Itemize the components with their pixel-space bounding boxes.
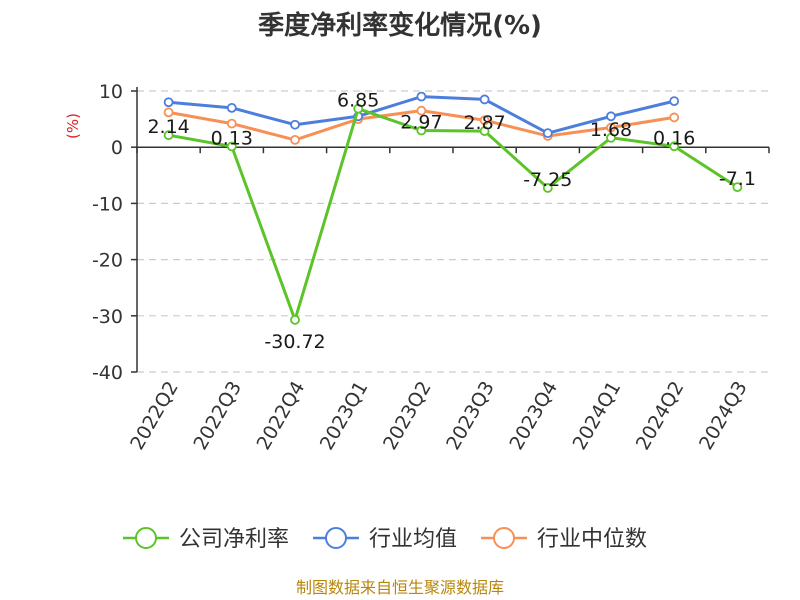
y-tick-label: -10: [92, 193, 123, 215]
x-tick-label: 2022Q3: [189, 378, 246, 454]
data-point-company: [669, 141, 680, 152]
x-tick-label: 2023Q3: [442, 377, 499, 453]
legend-marker: [493, 527, 515, 549]
legend-label: 行业均值: [369, 527, 457, 552]
data-point-industry_median: [226, 118, 237, 129]
legend-label: 公司净利率: [179, 527, 289, 552]
data-point-company: [226, 141, 237, 152]
series-line-company: [168, 107, 739, 322]
x-tick-label: 2024Q2: [632, 378, 689, 454]
data-point-company: [353, 103, 364, 114]
y-tick-label: -40: [92, 362, 123, 384]
x-tick-label: 2023Q1: [316, 378, 373, 454]
data-point-industry_median: [416, 105, 427, 116]
data-point-industry_median: [163, 107, 174, 118]
grid-lines: [131, 90, 769, 373]
data-point-industry_median: [669, 112, 680, 123]
data-point-company: [290, 314, 300, 325]
data-label: -7.1: [719, 168, 756, 190]
data-label: 2.14: [147, 116, 189, 138]
x-tick-label: 2023Q4: [505, 378, 562, 454]
data-point-industry_median: [479, 115, 490, 126]
data-label: 2.87: [463, 112, 505, 134]
x-tick-labels: 2022Q2 2022Q3 2022Q4 2023Q1 2023Q2 2023Q3 2023…: [126, 377, 752, 453]
legend-item-industry_median[interactable]: 行业中位数: [481, 527, 647, 552]
data-point-company: [416, 125, 427, 136]
x-tick-label: 2023Q2: [379, 378, 436, 454]
data-point-industry_avg: [606, 111, 616, 122]
data-point-industry_avg: [416, 91, 427, 102]
data-label: 0.13: [211, 127, 253, 149]
x-tick-label: 2024Q3: [695, 378, 752, 454]
legend-item-industry_avg[interactable]: 行业均值: [313, 527, 457, 552]
y-tick-label: 0: [111, 137, 123, 159]
data-point-industry_avg: [542, 128, 553, 139]
y-axis-label: (%): [64, 113, 82, 139]
y-tick-label: 10: [99, 81, 123, 103]
x-tick-label: 2022Q4: [253, 378, 310, 454]
data-point-company: [479, 126, 490, 136]
legend-marker: [325, 527, 347, 549]
data-label: 6.85: [337, 90, 379, 112]
data-label: -30.72: [264, 331, 325, 353]
legend-marker: [135, 527, 157, 549]
axes: [136, 87, 770, 372]
data-point-industry_avg: [669, 96, 680, 107]
x-tick-label: 2024Q1: [569, 378, 626, 454]
data-point-industry_avg: [226, 102, 237, 113]
data-point-company: [542, 183, 553, 193]
data-point-industry_avg: [479, 94, 490, 105]
legend-label: 行业中位数: [537, 527, 647, 552]
data-label: -7.25: [523, 169, 572, 191]
data-point-company: [163, 130, 174, 141]
data-point-industry_median: [290, 134, 300, 145]
legend[interactable]: 公司净利率 行业均值 行业中位数: [123, 527, 647, 552]
y-tick-labels: 10 0 -10 -20 -30 -40: [92, 81, 123, 384]
source-note: 制图数据来自恒生聚源数据库: [296, 578, 504, 597]
data-label: 0.16: [653, 127, 695, 149]
data-label: 2.97: [400, 112, 442, 134]
chart-title: 季度净利率变化情况(%): [258, 10, 542, 41]
x-tick-label: 2022Q2: [126, 378, 183, 454]
data-point-industry_median: [606, 122, 616, 133]
y-tick-label: -30: [92, 306, 123, 328]
y-tick-label: -20: [92, 250, 123, 272]
data-label: 1.68: [590, 119, 632, 141]
legend-item-company[interactable]: 公司净利率: [123, 527, 289, 552]
data-labels: 2.14 0.13 -30.72 6.85 2.97 2.87 -7.25 1.68 0.16 -…: [147, 90, 755, 353]
data-point-industry_avg: [290, 119, 300, 130]
data-point-company: [732, 182, 743, 193]
data-point-industry_avg: [163, 97, 174, 108]
data-point-company: [606, 132, 616, 143]
series-lines: [163, 91, 743, 325]
